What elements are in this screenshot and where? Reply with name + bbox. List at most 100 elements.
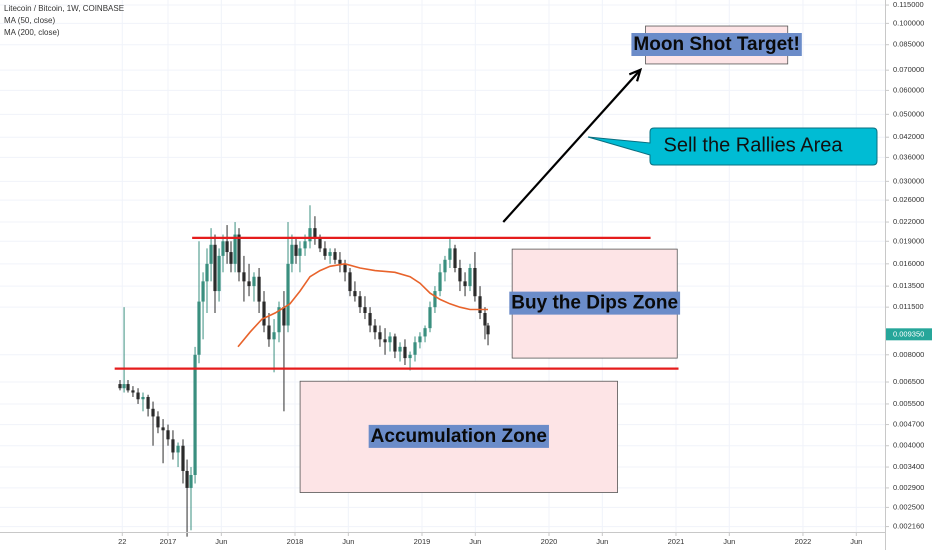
y-tick-label: 0.042000 — [893, 132, 924, 141]
y-tick-label: 0.019000 — [893, 236, 924, 245]
candle-body — [171, 439, 175, 453]
y-tick-label: 0.002500 — [893, 502, 924, 511]
x-tick-label: Jun — [596, 537, 608, 546]
zone-label-bg — [368, 424, 549, 448]
zone-label: Moon Shot Target! — [633, 34, 799, 55]
y-tick-label: 0.006500 — [893, 377, 924, 386]
y-tick-label: 0.002900 — [893, 483, 924, 492]
callout-text: Sell the Rallies Area — [664, 134, 844, 156]
candle-body — [338, 259, 342, 264]
candle-body — [290, 244, 294, 264]
candle-body — [252, 276, 256, 287]
arrow — [502, 69, 642, 223]
candle-body — [197, 301, 201, 355]
candle-body — [318, 237, 322, 249]
y-tick-label: 0.013500 — [893, 281, 924, 290]
zone-label: Accumulation Zone — [371, 426, 547, 447]
candle-body — [118, 384, 122, 389]
y-tick-label: 0.050000 — [893, 109, 924, 118]
callout: Sell the Rallies Area — [587, 127, 878, 166]
x-tick-label: 2019 — [414, 537, 431, 546]
zone-label: Buy the Dips Zone — [511, 293, 678, 314]
candle-body — [373, 325, 377, 333]
y-tick-label: 0.030000 — [893, 176, 924, 185]
y-tick-label: 0.100000 — [893, 18, 924, 27]
y-tick-label: 0.004700 — [893, 420, 924, 429]
x-tick-label: Jun — [469, 537, 481, 546]
candle-body — [418, 336, 422, 343]
candle-body — [403, 346, 407, 359]
y-tick-label: 0.070000 — [893, 65, 924, 74]
y-tick-label: 0.026000 — [893, 195, 924, 204]
candle-body — [242, 272, 246, 282]
candle-body — [181, 445, 185, 471]
candle-body — [383, 339, 387, 343]
candle-body — [294, 244, 298, 256]
last-price-label: 0.009350 — [893, 329, 924, 338]
candle-body — [423, 328, 427, 337]
y-tick-label: 0.115000 — [893, 0, 924, 9]
y-tick-label: 0.085000 — [893, 40, 924, 49]
candle-body — [237, 234, 241, 273]
candle-body — [262, 301, 266, 326]
candle-body — [247, 281, 251, 287]
candle-body — [443, 259, 447, 273]
x-tick-label: Jun — [215, 537, 227, 546]
candle-body — [126, 384, 130, 391]
chart-title: Litecoin / Bitcoin, 1W, COINBASE — [4, 4, 124, 13]
candle-body — [343, 263, 347, 273]
x-tick-label: Jun — [850, 537, 862, 546]
candle-body — [478, 296, 482, 313]
candle-body — [205, 263, 209, 282]
candle-body — [348, 272, 352, 292]
candle-body — [358, 296, 362, 308]
indicator-label: MA (50, close) — [4, 16, 55, 25]
candle-body — [233, 234, 237, 264]
candle-body — [303, 241, 307, 249]
candle-body — [176, 445, 180, 453]
candle-body — [257, 276, 261, 302]
candle-body — [468, 267, 472, 287]
candle-body — [473, 267, 477, 297]
y-tick-label: 0.036000 — [893, 152, 924, 161]
candle-body — [141, 396, 145, 400]
indicator-label: MA (200, close) — [4, 28, 60, 37]
x-tick-label: Jun — [723, 537, 735, 546]
y-tick-label: 0.022000 — [893, 217, 924, 226]
y-tick-label: 0.016000 — [893, 259, 924, 268]
candle-body — [408, 354, 412, 359]
candle-body — [428, 307, 432, 329]
y-tick-label: 0.060000 — [893, 85, 924, 94]
candle-body — [201, 281, 205, 302]
x-tick-label: 22 — [118, 537, 126, 546]
candle-body — [161, 427, 165, 431]
candle-body — [353, 291, 357, 297]
candle-body — [388, 336, 392, 343]
candle-body — [398, 346, 402, 352]
candle-body — [393, 336, 397, 352]
callout-shape — [587, 127, 878, 166]
candle-body — [221, 241, 225, 256]
candle-body — [438, 272, 442, 292]
candle-body — [323, 248, 327, 256]
y-tick-label: 0.004000 — [893, 441, 924, 450]
candle-body — [193, 354, 197, 476]
zone-label-bg — [509, 291, 681, 315]
candle-body — [458, 267, 462, 282]
candle-body — [413, 342, 417, 355]
candle-body — [185, 470, 189, 488]
candle-body — [229, 252, 233, 264]
arrow-head — [628, 67, 643, 82]
candle-body — [136, 392, 140, 400]
y-tick-label: 0.005500 — [893, 399, 924, 408]
x-tick-label: 2018 — [287, 537, 304, 546]
candle-body — [131, 390, 135, 393]
y-tick-label: 0.002160 — [893, 522, 924, 531]
candle-body — [363, 307, 367, 313]
last-price-tag — [886, 328, 932, 341]
y-tick-label: 0.008000 — [893, 350, 924, 359]
candle-body — [463, 281, 467, 287]
x-tick-label: Jun — [342, 537, 354, 546]
x-tick-label: 2017 — [160, 537, 177, 546]
candle-body — [146, 396, 150, 409]
